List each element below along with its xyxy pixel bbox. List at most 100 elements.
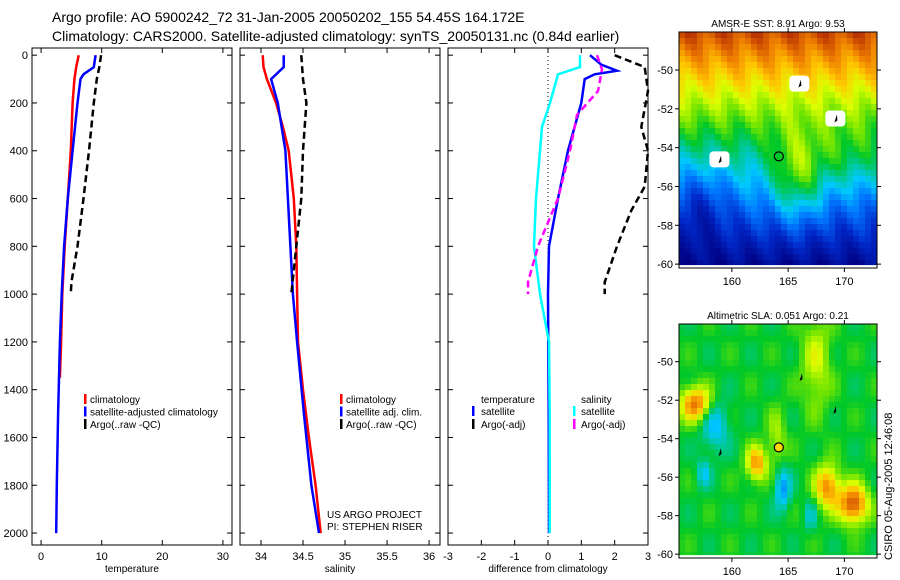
heatmap-cell xyxy=(703,206,709,212)
heatmap-cell xyxy=(847,474,853,480)
heatmap-cell xyxy=(709,552,715,556)
heatmap-cell xyxy=(757,522,763,528)
heatmap-cell xyxy=(715,218,721,224)
heatmap-cell xyxy=(763,402,769,408)
heatmap-cell xyxy=(691,104,697,110)
heatmap-cell xyxy=(817,212,823,218)
heatmap-cell xyxy=(769,200,775,206)
heatmap-cell xyxy=(691,546,697,552)
heatmap-cell xyxy=(871,522,877,528)
legend-item: satellite xyxy=(581,407,615,418)
heatmap-cell xyxy=(745,260,751,266)
heatmap-cell xyxy=(871,510,877,516)
heatmap-cell xyxy=(745,462,751,468)
heatmap-cell xyxy=(679,44,685,50)
heatmap-cell xyxy=(727,336,733,342)
heatmap-cell xyxy=(769,540,775,546)
heatmap-cell xyxy=(829,516,835,522)
heatmap-cell xyxy=(865,414,871,420)
heatmap-cell xyxy=(697,170,703,176)
heatmap-cell xyxy=(853,354,859,360)
heatmap-cell xyxy=(817,230,823,236)
heatmap-cell xyxy=(847,170,853,176)
heatmap-cell xyxy=(775,480,781,486)
heatmap-cell xyxy=(685,254,691,260)
heatmap-cell xyxy=(703,456,709,462)
heatmap-cell xyxy=(697,396,703,402)
heatmap-cell xyxy=(691,444,697,450)
heatmap-cell xyxy=(745,528,751,534)
heatmap-cell xyxy=(751,236,757,242)
heatmap-cell xyxy=(739,450,745,456)
heatmap-cell xyxy=(799,254,805,260)
heatmap-cell xyxy=(745,188,751,194)
heatmap-cell xyxy=(835,540,841,546)
heatmap-cell xyxy=(697,462,703,468)
heatmap-cell xyxy=(679,498,685,504)
heatmap-cell xyxy=(859,438,865,444)
heatmap-cell xyxy=(733,546,739,552)
heatmap-cell xyxy=(769,510,775,516)
heatmap-cell xyxy=(739,432,745,438)
heatmap-cell xyxy=(805,444,811,450)
heatmap-cell xyxy=(865,164,871,170)
x-tick-label: 1 xyxy=(578,551,584,563)
heatmap-cell xyxy=(835,188,841,194)
heatmap-cell xyxy=(817,116,823,122)
heatmap-cell xyxy=(853,128,859,134)
heatmap-cell xyxy=(841,68,847,74)
heatmap-cell xyxy=(787,336,793,342)
heatmap-cell xyxy=(733,540,739,546)
heatmap-cell xyxy=(811,224,817,230)
heatmap-cell xyxy=(835,236,841,242)
heatmap-cell xyxy=(871,110,877,116)
heatmap-cell xyxy=(787,134,793,140)
heatmap-cell xyxy=(829,170,835,176)
heatmap-cell xyxy=(823,510,829,516)
heatmap-cell xyxy=(799,408,805,414)
heatmap-cell xyxy=(721,182,727,188)
heatmap-cell xyxy=(691,432,697,438)
heatmap-cell xyxy=(715,140,721,146)
heatmap-cell xyxy=(697,80,703,86)
island-marker xyxy=(799,373,803,382)
heatmap-cell xyxy=(799,510,805,516)
heatmap-cell xyxy=(763,480,769,486)
heatmap-cell xyxy=(709,372,715,378)
heatmap-cell xyxy=(703,504,709,510)
heatmap-cell xyxy=(847,146,853,152)
heatmap-cell xyxy=(697,366,703,372)
heatmap-cell xyxy=(703,68,709,74)
heatmap-cell xyxy=(799,330,805,336)
heatmap-cell xyxy=(853,390,859,396)
heatmap-cell xyxy=(697,152,703,158)
heatmap-cell xyxy=(829,134,835,140)
heatmap-cell xyxy=(865,104,871,110)
heatmap-cell xyxy=(865,498,871,504)
heatmap-cell xyxy=(859,402,865,408)
heatmap-cell xyxy=(799,402,805,408)
heatmap-cell xyxy=(715,426,721,432)
heatmap-cell xyxy=(709,354,715,360)
heatmap-cell xyxy=(865,444,871,450)
heatmap-cell xyxy=(715,552,721,556)
heatmap-cell xyxy=(823,324,829,330)
heatmap-cell xyxy=(835,522,841,528)
heatmap-cell xyxy=(847,104,853,110)
heatmap-cell xyxy=(805,324,811,330)
heatmap-cell xyxy=(865,342,871,348)
heatmap-cell xyxy=(865,360,871,366)
heatmap-cell xyxy=(817,128,823,134)
heatmap-cell xyxy=(691,342,697,348)
heatmap-cell xyxy=(709,146,715,152)
heatmap-cell xyxy=(739,534,745,540)
heatmap-cell xyxy=(829,546,835,552)
heatmap-cell xyxy=(709,468,715,474)
heatmap-cell xyxy=(817,152,823,158)
masked-area xyxy=(825,110,846,127)
heatmap-cell xyxy=(847,260,853,266)
heatmap-cell xyxy=(739,444,745,450)
heatmap-cell xyxy=(715,528,721,534)
heatmap-cell xyxy=(691,92,697,98)
